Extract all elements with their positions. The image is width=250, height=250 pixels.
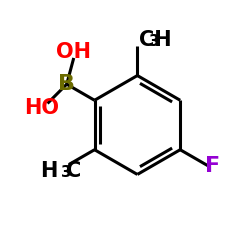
Text: B: B bbox=[58, 74, 75, 94]
Text: C: C bbox=[66, 161, 82, 181]
Text: CH: CH bbox=[138, 30, 171, 50]
Text: OH: OH bbox=[56, 42, 91, 62]
Text: HO: HO bbox=[24, 98, 59, 118]
Text: H: H bbox=[40, 161, 58, 181]
Text: F: F bbox=[205, 156, 220, 176]
Text: 3: 3 bbox=[61, 166, 71, 180]
Text: 3: 3 bbox=[150, 34, 160, 50]
